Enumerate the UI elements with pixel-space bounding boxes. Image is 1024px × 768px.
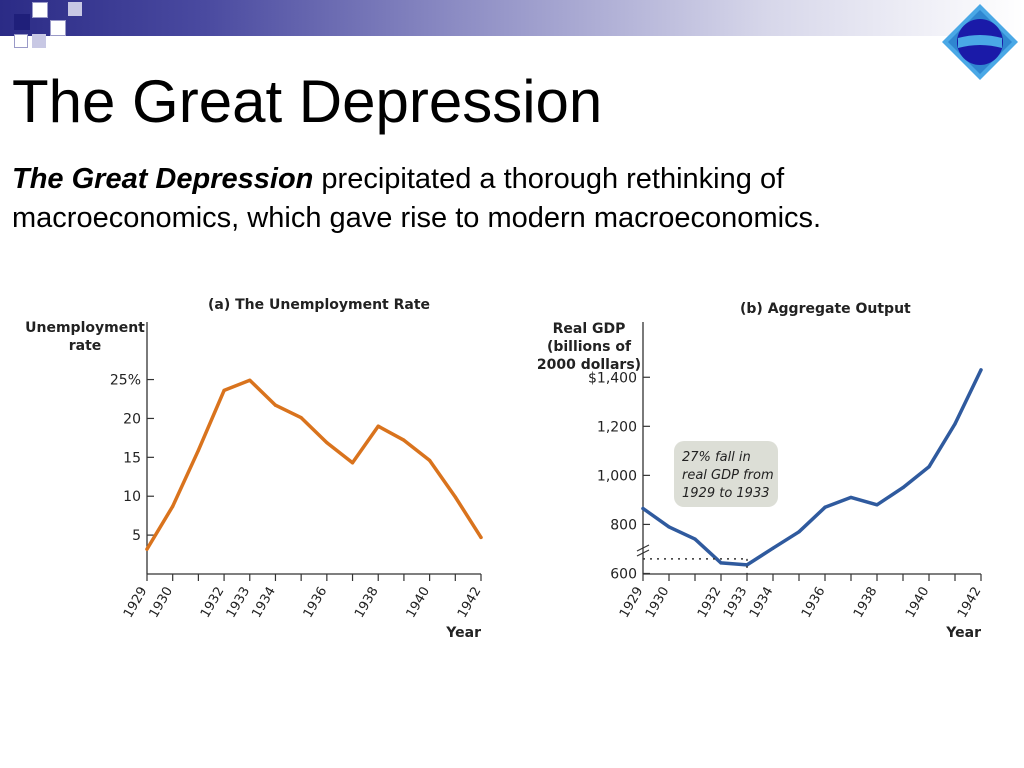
chart-title: (b) Aggregate Output <box>740 301 911 317</box>
y-axis-label: Unemployment <box>25 320 145 336</box>
annotation-box <box>674 441 778 507</box>
annotation-text: 27% fall in <box>682 450 751 465</box>
y-tick-label: 1,200 <box>597 419 637 435</box>
logo-icon <box>942 4 1018 80</box>
data-point <box>248 378 252 382</box>
x-tick-label: 1933 <box>721 585 751 621</box>
data-point <box>953 422 957 426</box>
subtitle-text: precipitated a thorough rethinking of ma… <box>12 163 822 234</box>
data-point <box>196 448 200 452</box>
data-point <box>771 546 775 550</box>
x-tick-label: 1930 <box>643 585 673 621</box>
data-point <box>797 530 801 534</box>
data-point <box>875 503 879 507</box>
annotation-text: 1929 to 1933 <box>682 486 769 501</box>
decor-square <box>50 20 66 36</box>
data-point <box>667 525 671 529</box>
y-tick-label: 15 <box>123 450 141 466</box>
slide-title: The Great Depression <box>12 68 603 135</box>
data-point <box>145 547 149 551</box>
axis-break-mark <box>636 544 650 557</box>
unemployment-chart: (a) The Unemployment Rate Unemployment rat… <box>25 297 484 641</box>
y-tick-label: 1,000 <box>597 468 637 484</box>
y-tick-label: 600 <box>610 566 637 582</box>
decor-square <box>32 2 48 18</box>
x-tick-label: 1936 <box>799 585 829 621</box>
y-axis-label: 2000 dollars) <box>537 357 641 373</box>
data-point <box>927 465 931 469</box>
y-tick-label: 5 <box>132 528 141 544</box>
aggregate-output-chart: (b) Aggregate Output Real GDP (billions of… <box>537 301 985 641</box>
data-point <box>402 438 406 442</box>
y-tick-label: 10 <box>123 489 141 505</box>
y-tick-label: 800 <box>610 517 637 533</box>
data-point <box>299 416 303 420</box>
y-tick-label: 20 <box>123 411 141 427</box>
top-decor-bar <box>0 0 1024 36</box>
data-point <box>222 388 226 393</box>
data-point <box>428 458 432 463</box>
series-line <box>145 378 483 551</box>
x-tick-label: 1938 <box>851 585 881 621</box>
x-axis-label: Year <box>445 625 481 641</box>
data-point <box>979 368 983 372</box>
data-point <box>350 461 355 465</box>
y-axis-label: Real GDP <box>553 321 626 337</box>
data-point <box>453 495 457 499</box>
y-axis-label: (billions of <box>547 339 632 355</box>
data-point <box>479 535 483 540</box>
data-point <box>823 505 827 509</box>
decor-square <box>32 34 46 48</box>
x-tick-label: 1942 <box>955 585 985 621</box>
x-tick-label: 1940 <box>903 585 933 621</box>
data-point <box>171 504 175 508</box>
chart-title: (a) The Unemployment Rate <box>208 297 430 313</box>
x-tick-label: 1932 <box>695 585 725 621</box>
x-tick-label: 1929 <box>617 585 647 621</box>
data-point <box>641 506 645 511</box>
data-point <box>273 403 278 407</box>
x-tick-label: 1934 <box>747 585 777 621</box>
data-point <box>325 440 329 445</box>
decor-square <box>68 2 82 16</box>
data-point <box>849 495 853 500</box>
annotation-text: real GDP from <box>682 468 774 483</box>
decor-square <box>14 14 30 30</box>
data-point <box>745 563 749 567</box>
data-point <box>719 561 723 565</box>
y-axis-label: rate <box>69 338 102 354</box>
subtitle-emphasis: The Great Depression <box>12 163 314 195</box>
y-tick-label: $1,400 <box>588 370 637 386</box>
data-point <box>376 424 380 428</box>
slide-subtitle: The Great Depression precipitated a thor… <box>12 160 1012 238</box>
decor-square <box>14 34 28 48</box>
data-point <box>693 537 697 541</box>
series-line <box>641 368 983 567</box>
data-point <box>901 486 905 490</box>
x-axis-label: Year <box>945 625 981 641</box>
y-tick-label: 25% <box>110 373 141 389</box>
